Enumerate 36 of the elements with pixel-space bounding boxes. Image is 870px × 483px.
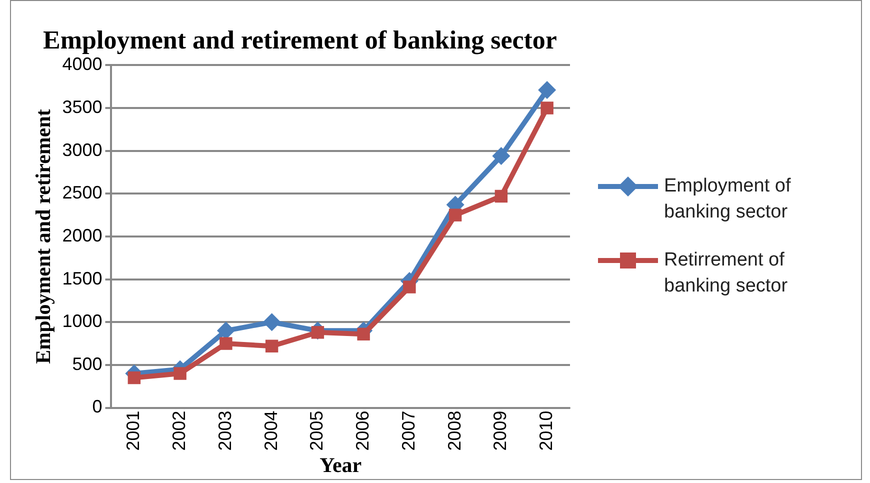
point [494, 190, 508, 203]
y-tick-label: 1000 [62, 311, 102, 332]
y-axis-title: Employment and retirement [31, 109, 56, 364]
point [538, 81, 556, 100]
point [492, 146, 510, 165]
x-tick-label: 2007 [398, 410, 418, 451]
y-tick-label: 2500 [62, 182, 102, 203]
chart-title: Employment and retirement of banking sector [43, 25, 557, 54]
point [262, 313, 281, 332]
x-tick-label: 2001 [123, 410, 144, 451]
x-tick-label: 2002 [169, 410, 190, 451]
point [174, 367, 186, 380]
legend-label: Retirrement of banking sector [664, 250, 788, 297]
point [128, 371, 141, 384]
point [357, 328, 370, 340]
point [448, 208, 462, 222]
x-tick-label: 2004 [260, 410, 281, 451]
y-tick-label: 4000 [62, 54, 102, 74]
x-tick-label: 2003 [214, 410, 235, 451]
point [220, 337, 232, 350]
y-tick-label: 500 [72, 354, 102, 374]
y-tick-label: 3000 [62, 140, 102, 160]
y-tick-label: 1500 [62, 268, 102, 288]
legend-label: Employment of banking sector [664, 176, 792, 223]
x-tick-label: 2009 [490, 410, 510, 451]
point [403, 280, 416, 294]
x-tick-label: 2008 [444, 410, 464, 451]
y-tick-label: 2000 [62, 225, 102, 246]
x-tick-label: 2006 [352, 410, 373, 451]
x-tick-label: 2010 [536, 410, 556, 451]
point [265, 340, 278, 352]
y-tick-label: 3500 [62, 96, 102, 117]
x-tick-label: 2005 [306, 410, 327, 451]
y-tick-label: 0 [92, 396, 102, 417]
x-axis-title: Year [320, 452, 362, 477]
point [540, 102, 554, 114]
